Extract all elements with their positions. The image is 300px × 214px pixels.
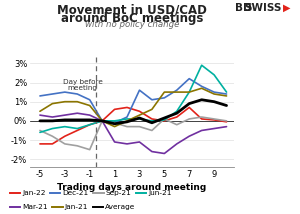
Text: with no policy change: with no policy change [85,20,179,29]
X-axis label: Trading days around meeting: Trading days around meeting [57,183,207,192]
Text: around BoC meetings: around BoC meetings [61,12,203,25]
Text: Day before: Day before [63,79,103,85]
Text: meeting: meeting [68,85,98,91]
Text: SWISS: SWISS [244,3,282,13]
Legend: Jan-22, Dec-21, Sep-21, Jun-21: Jan-22, Dec-21, Sep-21, Jun-21 [10,190,172,196]
Text: Movement in USD/CAD: Movement in USD/CAD [57,3,207,16]
Text: BD: BD [236,3,252,13]
Text: ▶: ▶ [283,3,290,13]
Legend: Mar-21, Jan-21, Average: Mar-21, Jan-21, Average [10,204,135,210]
